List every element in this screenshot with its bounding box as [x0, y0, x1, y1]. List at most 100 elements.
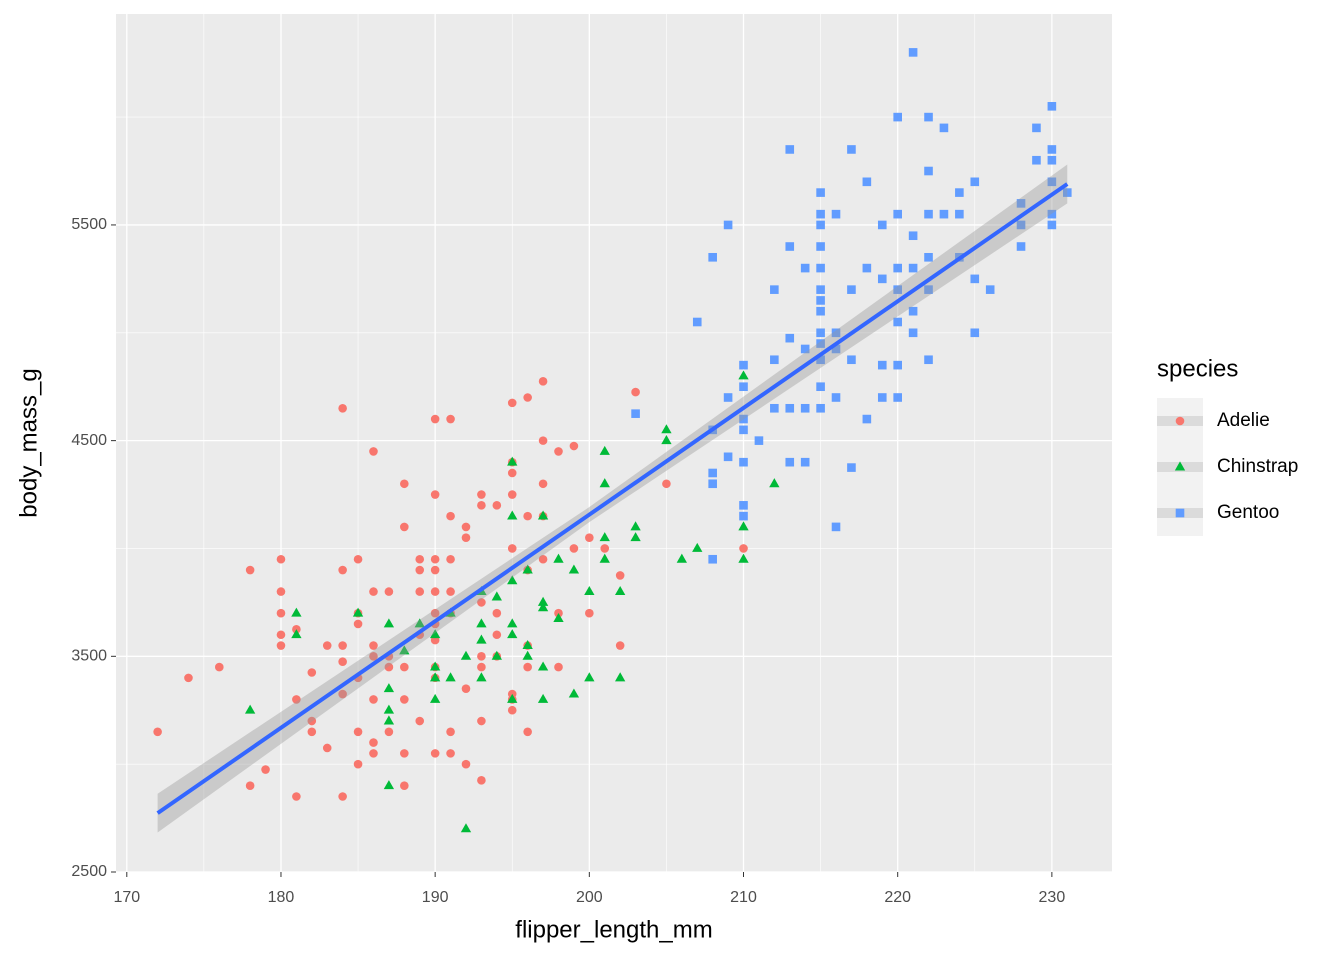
point	[908, 231, 918, 241]
point	[369, 587, 378, 596]
point	[708, 252, 717, 262]
point	[770, 285, 779, 294]
point	[400, 479, 409, 489]
legend-label: Chinstrap	[1217, 456, 1298, 477]
point	[244, 704, 256, 714]
point	[893, 285, 902, 294]
point	[585, 533, 594, 542]
point	[338, 641, 347, 650]
point	[739, 501, 748, 510]
point	[461, 522, 471, 532]
point	[383, 683, 395, 693]
point	[522, 639, 533, 649]
point	[739, 544, 748, 553]
point	[615, 586, 626, 596]
point	[446, 727, 455, 737]
point	[276, 641, 286, 650]
point	[908, 263, 918, 273]
x-tick-label: 190	[422, 889, 449, 906]
point	[461, 759, 471, 769]
point	[585, 608, 594, 618]
point	[816, 242, 825, 251]
legend-marker	[1175, 508, 1185, 518]
point	[507, 575, 518, 585]
point	[369, 738, 378, 747]
point	[816, 403, 825, 413]
x-tick-label: 170	[113, 889, 140, 906]
point	[537, 602, 549, 612]
point	[477, 776, 486, 785]
point	[492, 630, 502, 640]
point	[553, 612, 564, 623]
point	[415, 565, 425, 575]
x-axis-title: flipper_length_mm	[515, 916, 712, 943]
point	[276, 630, 286, 640]
point	[538, 554, 548, 564]
x-tick-label: 200	[576, 889, 603, 906]
point	[507, 544, 517, 553]
point	[800, 263, 810, 273]
point	[569, 441, 579, 451]
point	[307, 716, 317, 726]
point	[599, 478, 610, 488]
point	[276, 608, 286, 618]
point	[446, 414, 455, 424]
point	[322, 743, 332, 753]
point	[970, 177, 980, 187]
point	[661, 424, 672, 434]
point	[893, 360, 902, 370]
y-tick-label: 5500	[71, 216, 107, 233]
point	[383, 704, 395, 714]
point	[476, 634, 487, 644]
point	[893, 317, 902, 327]
point	[893, 209, 902, 219]
point	[338, 403, 347, 413]
point	[615, 672, 626, 682]
point	[276, 587, 286, 596]
point	[893, 263, 902, 273]
point	[631, 409, 640, 418]
point	[739, 382, 748, 392]
point	[739, 425, 748, 435]
x-tick-label: 220	[884, 889, 911, 906]
point	[369, 447, 378, 456]
point	[600, 544, 610, 553]
y-tick-label: 4500	[71, 432, 107, 449]
point	[939, 123, 949, 133]
point	[492, 501, 502, 510]
point	[153, 727, 162, 737]
point	[353, 554, 363, 564]
point	[769, 478, 780, 488]
point	[599, 445, 610, 455]
point	[477, 716, 486, 726]
point	[908, 306, 918, 316]
point	[383, 715, 395, 725]
point	[446, 749, 455, 758]
point	[816, 209, 825, 219]
point	[292, 695, 301, 704]
point	[338, 657, 347, 667]
point	[847, 285, 856, 294]
point	[770, 403, 779, 413]
point	[353, 619, 363, 629]
point	[568, 688, 580, 698]
point	[400, 522, 409, 532]
point	[322, 641, 332, 650]
point	[1047, 155, 1057, 165]
point	[924, 252, 933, 262]
point	[630, 521, 641, 531]
point	[537, 661, 549, 671]
point	[1016, 199, 1026, 208]
point	[800, 403, 810, 413]
point	[369, 652, 378, 661]
point	[477, 490, 486, 499]
point	[353, 727, 363, 737]
legend-marker	[1175, 416, 1185, 426]
legend-label: Adelie	[1217, 410, 1270, 431]
point	[430, 587, 440, 596]
point	[831, 209, 841, 219]
point	[491, 650, 502, 660]
point	[491, 591, 502, 601]
point	[538, 377, 548, 386]
